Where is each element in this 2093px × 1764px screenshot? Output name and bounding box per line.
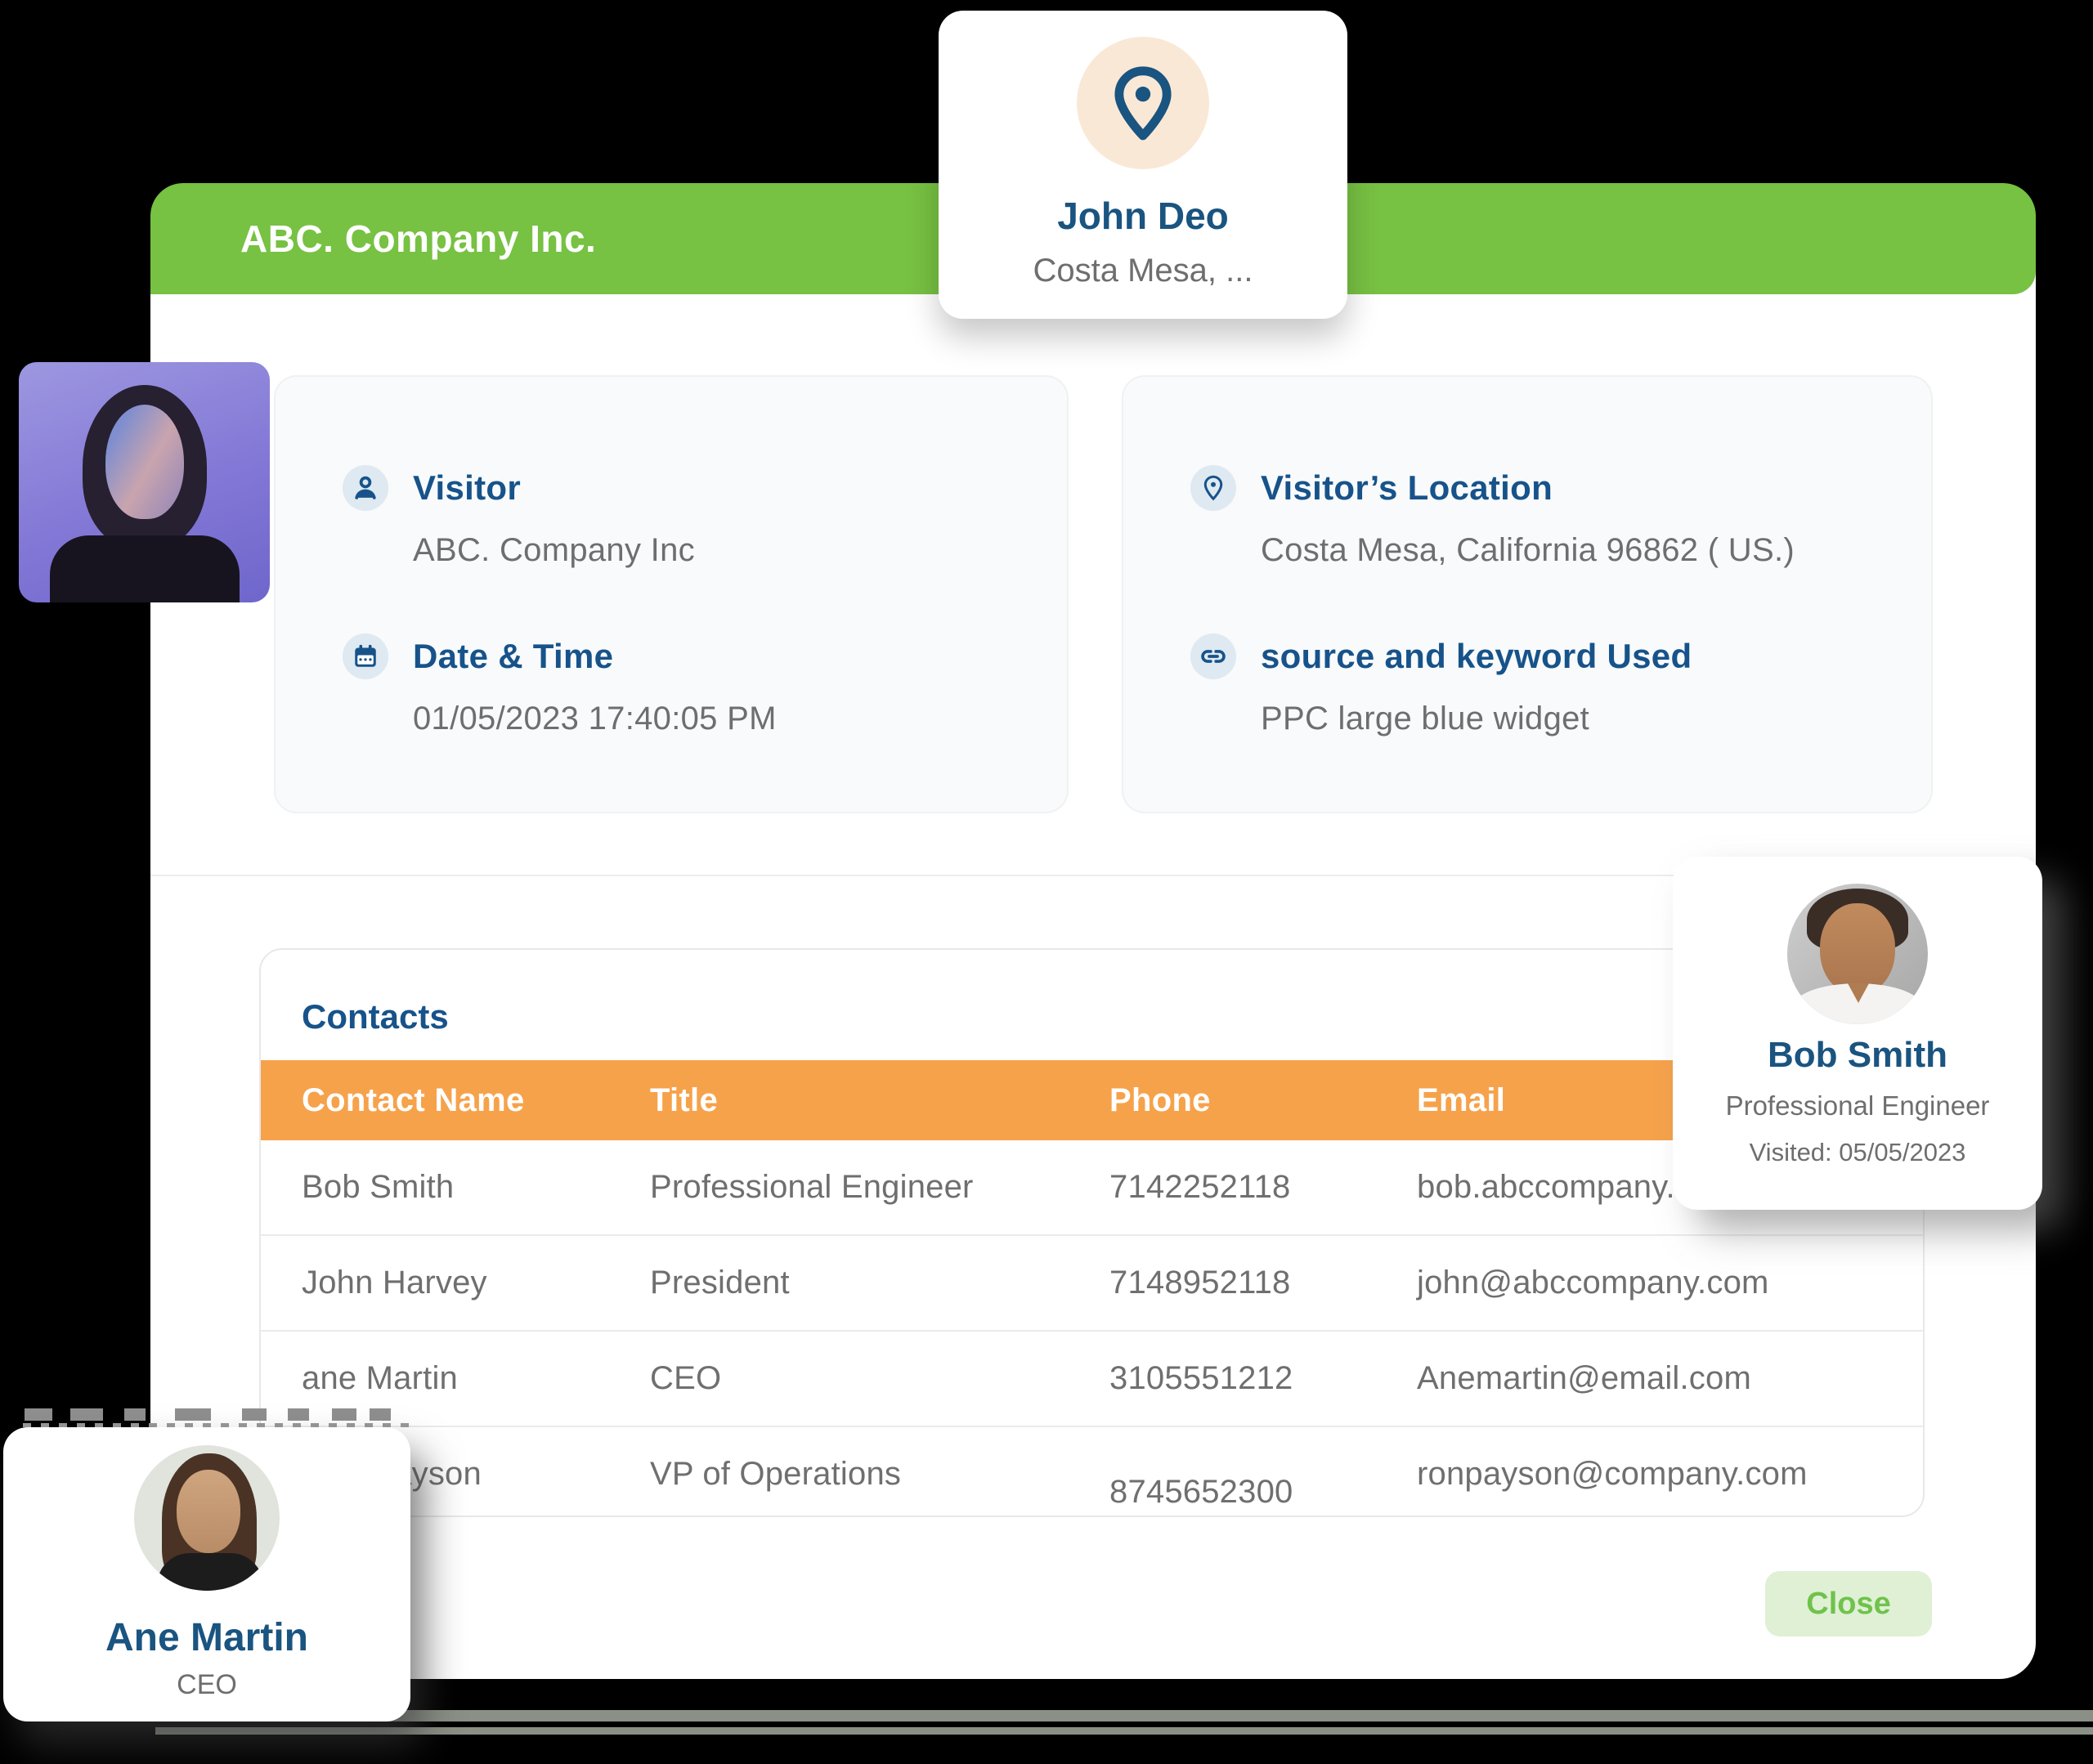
backdrop-stripe — [155, 1710, 2093, 1721]
cell-phone: 3105551212 — [1109, 1360, 1293, 1396]
cell-title: VP of Operations — [650, 1456, 902, 1492]
popup-contact-name: Ane Martin — [105, 1616, 308, 1659]
popup-contact-name: Bob Smith — [1768, 1035, 1947, 1075]
datetime-value: 01/05/2023 17:40:05 PM — [413, 701, 777, 736]
artifact-line — [23, 1423, 410, 1427]
visitor-icon — [343, 465, 388, 511]
visitor-location-popup: John Deo Costa Mesa, ... — [939, 11, 1347, 319]
cell-contact-name: John Harvey — [302, 1265, 487, 1301]
popup-contact-title: CEO — [177, 1669, 237, 1700]
column-header-phone: Phone — [1109, 1081, 1211, 1118]
contact-popup-ane: Ane Martin CEO — [3, 1427, 410, 1721]
popup-contact-title: Professional Engineer — [1725, 1090, 1990, 1121]
avatar — [134, 1445, 280, 1591]
cell-email: ronpayson@company.com — [1417, 1456, 1808, 1492]
company-title: ABC. Company Inc. — [240, 217, 597, 260]
photo-face — [105, 405, 184, 519]
artifact-block — [288, 1408, 309, 1421]
cell-contact-name: ane Martin — [302, 1360, 458, 1396]
artifact-block — [70, 1408, 103, 1421]
section-divider — [150, 875, 2036, 876]
cell-title: President — [650, 1265, 790, 1301]
artifact-block — [332, 1408, 356, 1421]
location-value: Costa Mesa, California 96862 ( US.) — [1261, 532, 1795, 568]
column-header-contact-name: Contact Name — [302, 1081, 525, 1118]
column-header-email: Email — [1417, 1081, 1506, 1118]
cell-phone: 7142252118 — [1109, 1169, 1291, 1205]
location-pin-icon — [1190, 465, 1236, 511]
cell-phone: 8745652300 — [1109, 1474, 1293, 1510]
location-label: Visitor’s Location — [1261, 468, 1553, 507]
popup-contact-visited: Visited: 05/05/2023 — [1749, 1138, 1966, 1166]
location-info-card: Visitor’s Location Costa Mesa, Californi… — [1122, 375, 1933, 813]
contacts-title: Contacts — [302, 997, 449, 1036]
photo-face — [1820, 903, 1895, 995]
popup-visitor-location: Costa Mesa, ... — [1033, 253, 1253, 289]
photo-body — [157, 1553, 263, 1591]
source-label: source and keyword Used — [1261, 637, 1692, 675]
visitor-value: ABC. Company Inc — [413, 532, 695, 568]
visitor-info-card: Visitor ABC. Company Inc Date & Time 01/… — [274, 375, 1069, 813]
visitor-label: Visitor — [413, 468, 522, 507]
cell-title: CEO — [650, 1360, 722, 1396]
source-value: PPC large blue widget — [1261, 701, 1590, 736]
table-row[interactable]: John Harvey President 7148952118 john@ab… — [261, 1236, 1923, 1332]
column-header-title: Title — [650, 1081, 719, 1118]
artifact-block — [175, 1408, 211, 1421]
contacts-table-header: Contact Name Title Phone Email — [261, 1060, 1923, 1140]
cell-email: john@abccompany.com — [1417, 1265, 1769, 1301]
map-pin-icon — [1114, 66, 1172, 141]
backdrop-stripe — [155, 1727, 2093, 1735]
close-button[interactable]: Close — [1765, 1571, 1932, 1636]
artifact-block — [25, 1408, 52, 1421]
cell-title: Professional Engineer — [650, 1169, 974, 1205]
contact-popup-bob: Bob Smith Professional Engineer Visited:… — [1673, 857, 2042, 1210]
cell-contact-name: Bob Smith — [302, 1169, 455, 1205]
artifact-block — [124, 1408, 146, 1421]
photo-body — [50, 535, 240, 602]
popup-visitor-name: John Deo — [1057, 195, 1229, 237]
table-row[interactable]: ane Martin CEO 3105551212 Anemartin@emai… — [261, 1332, 1923, 1427]
datetime-label: Date & Time — [413, 637, 614, 675]
photo-face — [177, 1470, 240, 1553]
calendar-icon — [343, 634, 388, 679]
contacts-card: Contacts Contact Name Title Phone Email … — [259, 948, 1925, 1517]
table-row[interactable]: Ron Payson VP of Operations 8745652300 r… — [261, 1427, 1923, 1516]
contacts-table-body: Bob Smith Professional Engineer 71422521… — [261, 1140, 1923, 1516]
artifact-block — [242, 1408, 267, 1421]
avatar — [1787, 884, 1928, 1024]
cell-email: Anemartin@email.com — [1417, 1360, 1751, 1396]
visitor-photo — [19, 362, 270, 602]
link-icon — [1190, 634, 1236, 679]
pin-circle — [1077, 37, 1209, 169]
artifact-block — [370, 1408, 391, 1421]
cell-phone: 7148952118 — [1109, 1265, 1291, 1301]
